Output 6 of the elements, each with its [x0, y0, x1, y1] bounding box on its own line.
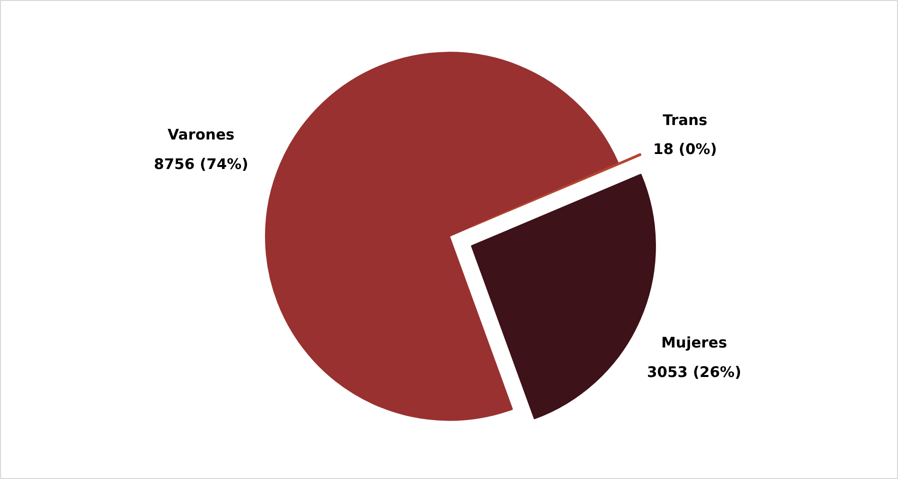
slice-label: Mujeres	[661, 334, 728, 352]
slice-label: Varones	[168, 126, 235, 144]
data-label: 18 (0%)	[653, 141, 717, 158]
data-label: 8756 (74%)	[154, 156, 248, 173]
data-label: 3053 (26%)	[646, 364, 742, 381]
slice-label: Trans	[662, 112, 708, 129]
